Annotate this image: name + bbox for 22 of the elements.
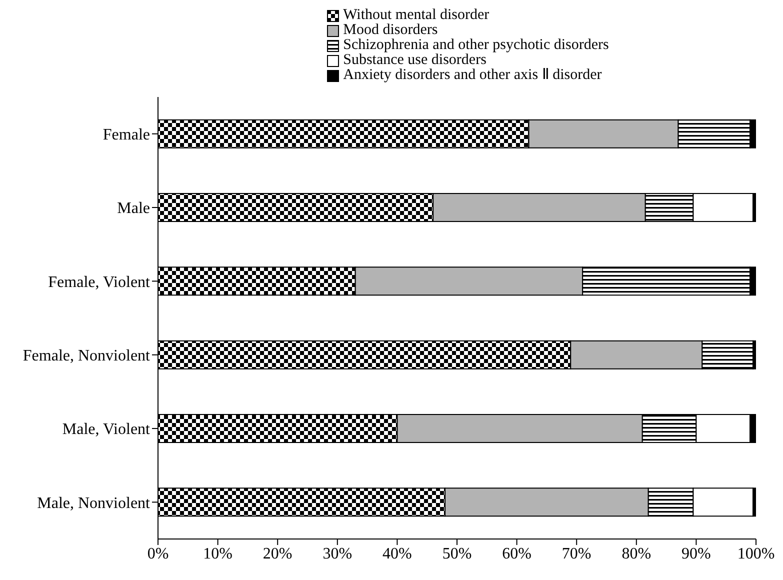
y-tick-label: Female, Nonviolent: [22, 348, 151, 365]
y-tick-label: Female, Violent: [48, 274, 151, 291]
x-tick-label: 50%: [442, 545, 472, 562]
x-tick-label: 100%: [737, 545, 775, 562]
y-tick-label: Male, Nonviolent: [37, 494, 151, 512]
x-tick-label: 60%: [502, 545, 532, 562]
x-tick-label: 90%: [682, 545, 711, 562]
y-tick-label: Female: [102, 126, 150, 144]
legend-label: Substance use disorders: [343, 52, 486, 68]
legend-label: Mood disorders: [343, 22, 438, 38]
x-tick-label: 20%: [262, 545, 292, 562]
x-tick-label: 80%: [622, 545, 652, 562]
legend-label: Schizophrenia and other psychotic disorders: [343, 37, 609, 53]
y-tick-label: Male: [117, 200, 150, 218]
y-tick-label: Male, Violent: [62, 421, 151, 438]
x-tick-label: 40%: [382, 545, 412, 562]
x-tick-label: 0%: [147, 545, 169, 562]
x-tick-label: 10%: [203, 545, 232, 562]
x-tick-label: 70%: [562, 545, 592, 562]
x-tick-label: 30%: [322, 545, 352, 562]
legend-label: Without mental disorder: [343, 7, 490, 23]
legend-label: Anxiety disorders and other axis Ⅱ disorder: [343, 67, 602, 83]
